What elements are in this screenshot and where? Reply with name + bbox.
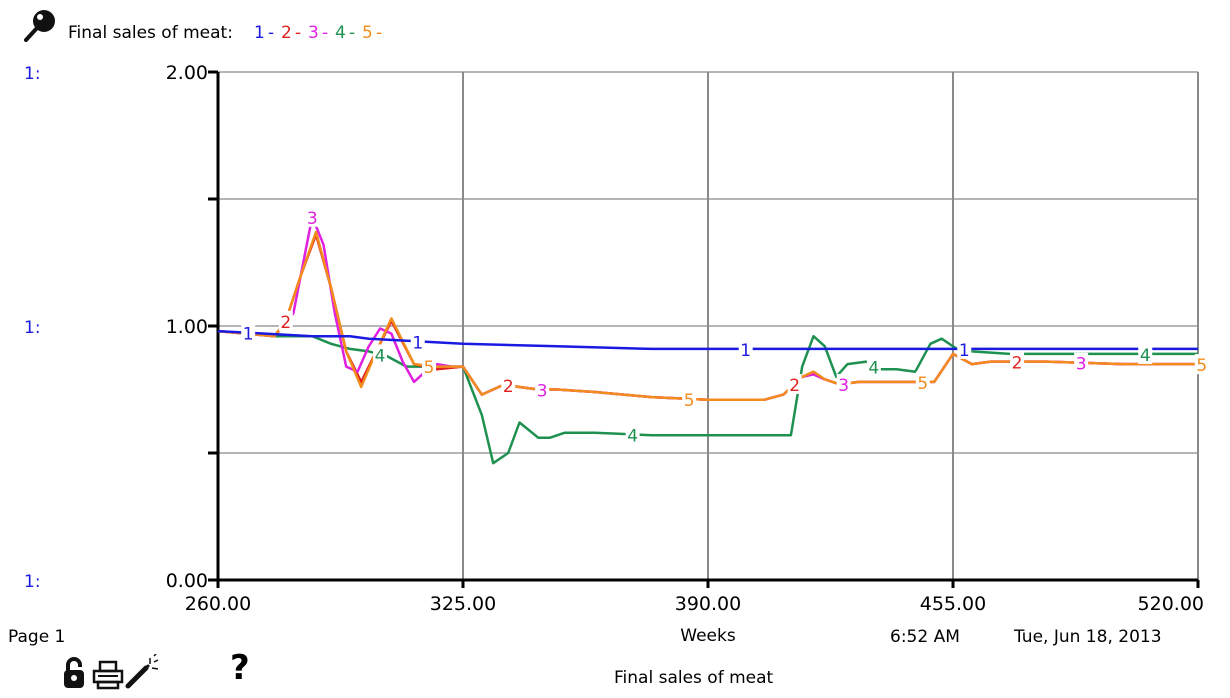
magic-wand-icon[interactable] xyxy=(124,654,160,690)
series-label-bg xyxy=(278,310,293,331)
series-label-1: 1 xyxy=(740,341,751,361)
x-axis-label: Weeks xyxy=(680,626,736,646)
series-label-3: 3 xyxy=(307,209,318,229)
timestamp-time: 6:52 AM xyxy=(890,627,960,647)
legend-entry-4: 4 xyxy=(335,23,346,43)
legend-separator: - xyxy=(349,23,355,43)
y-tick-label: 2.00 xyxy=(166,62,208,84)
series-label-bg xyxy=(915,371,930,392)
tick-labels: 0.00 1: 1.00 1: 2.00 1: 260.00 325.00 390.00 455.… xyxy=(24,62,1204,646)
series-line-5 xyxy=(217,230,1198,401)
legend-entry-3: 3 xyxy=(308,23,319,43)
y-tick-label: 0.00 xyxy=(166,570,208,592)
lock-icon[interactable] xyxy=(62,656,86,690)
legend-entry-1: 1 xyxy=(254,23,265,43)
x-tick-label: 390.00 xyxy=(675,593,741,615)
series-label-1: 1 xyxy=(412,333,423,353)
series-label-4: 4 xyxy=(1140,346,1151,366)
series-label-bg xyxy=(1010,351,1025,372)
series-label-5: 5 xyxy=(424,358,435,378)
page-number: Page 1 xyxy=(8,627,66,647)
legend-separator: - xyxy=(295,23,301,43)
legend-entry-5: 5 xyxy=(362,23,373,43)
series-label-bg xyxy=(738,338,753,359)
series-label-bg xyxy=(410,331,425,352)
series-label-bg xyxy=(625,424,640,445)
series-label-5: 5 xyxy=(684,391,695,411)
series-label-bg xyxy=(1074,352,1089,373)
x-tick-label: 520.00 xyxy=(1138,593,1204,615)
timestamp-date: Tue, Jun 18, 2013 xyxy=(1014,627,1162,647)
series-label-1: 1 xyxy=(959,341,970,361)
y-tick-label: 1.00 xyxy=(166,316,208,338)
series-label-2: 2 xyxy=(789,376,800,396)
series-label-bg xyxy=(422,355,437,376)
series-label-5: 5 xyxy=(917,374,928,394)
legend-separator: - xyxy=(322,23,328,43)
y-axis-prefix: 1: xyxy=(24,318,41,338)
y-axis-prefix: 1: xyxy=(24,572,41,592)
legend-entry-2: 2 xyxy=(281,23,292,43)
series-label-4: 4 xyxy=(868,359,879,379)
series-label-bg xyxy=(535,379,550,400)
series-label-bg xyxy=(305,206,320,227)
grid-lines xyxy=(218,71,1199,580)
axes xyxy=(208,70,1200,588)
series-label-3: 3 xyxy=(1076,355,1087,375)
series-label-4: 4 xyxy=(627,426,638,446)
series-label-bg xyxy=(1194,354,1209,375)
series-label-bg xyxy=(241,322,256,343)
series-label-bg xyxy=(501,375,516,396)
series-label-bg xyxy=(682,388,697,409)
series-label-2: 2 xyxy=(503,377,514,397)
legend-separator: - xyxy=(268,23,274,43)
series-label-bg xyxy=(787,373,802,394)
x-tick-label: 260.00 xyxy=(185,593,251,615)
series-label-2: 2 xyxy=(1012,354,1023,374)
series-label-5: 5 xyxy=(1196,356,1207,376)
series-label-3: 3 xyxy=(537,382,548,402)
series-label-2: 2 xyxy=(280,313,291,333)
help-icon[interactable]: ? xyxy=(230,648,250,688)
series-label-bg xyxy=(1138,343,1153,364)
series-label-bg xyxy=(836,373,851,394)
pin-icon[interactable] xyxy=(22,8,62,42)
y-axis-prefix: 1: xyxy=(24,64,41,84)
legend-separator: - xyxy=(376,23,382,43)
series-label-bg xyxy=(373,344,388,365)
series-label-3: 3 xyxy=(838,376,849,396)
x-tick-label: 455.00 xyxy=(920,593,986,615)
series-label-4: 4 xyxy=(375,346,386,366)
series-label-bg xyxy=(957,338,972,359)
bottom-title: Final sales of meat xyxy=(614,668,774,688)
series-label-bg xyxy=(866,356,881,377)
series-label-1: 1 xyxy=(243,325,254,345)
legend: Final sales of meat: 1-2-3-4-5- xyxy=(68,23,382,43)
legend-title: Final sales of meat: xyxy=(68,23,233,43)
print-icon[interactable] xyxy=(92,660,124,690)
x-tick-label: 325.00 xyxy=(430,593,496,615)
